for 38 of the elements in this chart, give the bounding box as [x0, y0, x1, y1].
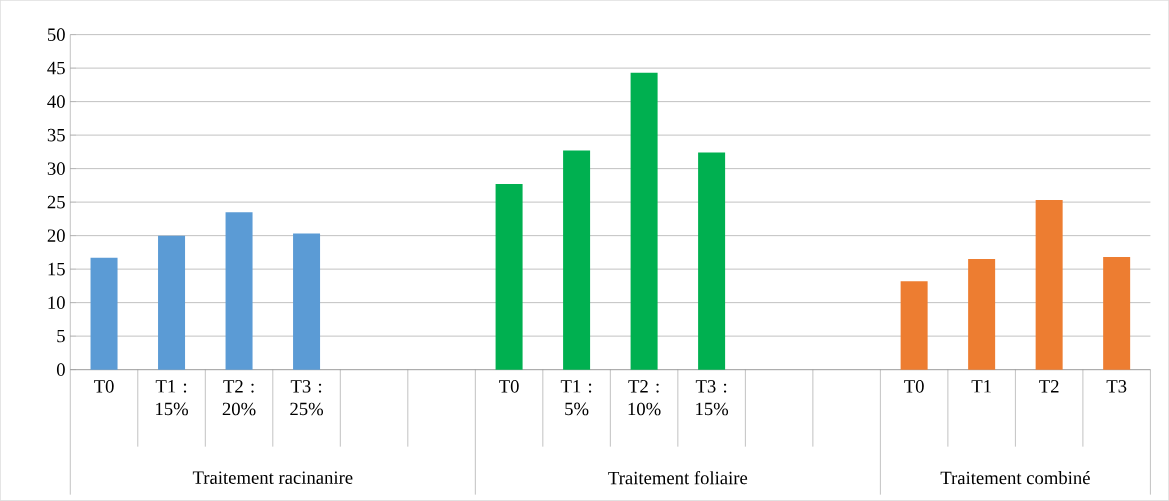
- x-tick-label: T1: [971, 380, 991, 393]
- text: Traitement foliaire: [608, 471, 748, 485]
- x-tick-label: T2: [1039, 380, 1059, 393]
- bar: [968, 259, 996, 370]
- x-tick-label: T3 : 25%: [290, 380, 324, 416]
- bar: [563, 150, 591, 370]
- bar: [225, 212, 253, 370]
- y-tick-label: 45: [47, 61, 65, 75]
- text: Traitement racinanire: [192, 471, 353, 484]
- bar: [495, 184, 523, 370]
- x-tick-label: T3 : 15%: [695, 380, 729, 416]
- x-tick-label: T2 : 20%: [222, 380, 256, 416]
- x-tick-label: T0: [499, 380, 519, 393]
- x-tick-label: T3: [1106, 380, 1127, 393]
- y-tick-label: 15: [48, 262, 65, 276]
- bar: [630, 72, 658, 370]
- y-tick-label: 10: [48, 296, 65, 309]
- bar: [698, 152, 726, 370]
- bar: [90, 257, 118, 370]
- y-tick-label: 50: [47, 28, 65, 41]
- bar: [1103, 257, 1131, 370]
- y-tick-label: 0: [56, 363, 65, 376]
- y-tick-label: 20: [47, 229, 65, 242]
- x-tick-label: T1 : 5%: [560, 380, 592, 416]
- text: Traitement combiné: [940, 471, 1090, 485]
- bar: [1035, 200, 1063, 370]
- bar: [293, 233, 321, 370]
- y-tick-label: 25: [47, 195, 65, 209]
- x-tick-label: T0: [94, 380, 114, 393]
- y-tick-label: 5: [57, 329, 65, 343]
- x-tick-label: T0: [904, 380, 924, 393]
- bar: [900, 281, 928, 370]
- y-tick-label: 30: [47, 162, 65, 175]
- y-tick-label: 40: [47, 95, 65, 108]
- bar: [158, 235, 186, 370]
- x-tick-label: T2 : 10%: [628, 380, 661, 416]
- x-tick-label: T1 : 15%: [155, 380, 189, 416]
- y-tick-label: 35: [47, 128, 65, 142]
